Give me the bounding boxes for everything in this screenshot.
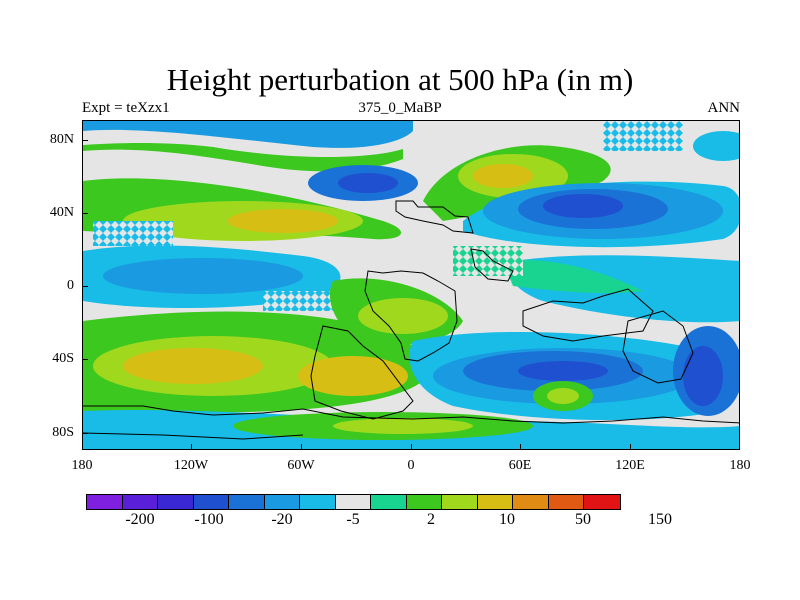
- xtick-label: 60W: [287, 458, 315, 473]
- north-pacific-trough-core: [338, 173, 398, 193]
- tropical-band-west-core: [103, 258, 303, 294]
- ytick-mark: [82, 213, 88, 214]
- xtick-mark: [520, 444, 521, 450]
- xtick-label: 120E: [615, 458, 645, 473]
- colorbar-box: [442, 495, 478, 509]
- colorbar-box: [513, 495, 549, 509]
- colorbar-box: [122, 495, 158, 509]
- coastline-arabia: [470, 248, 514, 282]
- hatched-ne: [603, 121, 683, 151]
- colorbar-box: [193, 495, 229, 509]
- colorbar-box: [229, 495, 265, 509]
- xtick-mark: [301, 444, 302, 450]
- xtick-label: 120W: [173, 458, 209, 473]
- sh-band-peak: [123, 348, 263, 384]
- colorbar-box: [335, 495, 371, 509]
- season-label: ANN: [707, 100, 741, 116]
- polar-north-band: [83, 121, 413, 148]
- colorbar-box: [300, 495, 336, 509]
- ytick-mark: [82, 359, 88, 360]
- nh-ridge-peak: [228, 209, 338, 233]
- hatched-west: [93, 221, 173, 246]
- contour-map: [83, 121, 739, 449]
- coastline-indonesia: [522, 288, 654, 342]
- tropical-green-east: [503, 260, 643, 294]
- sh-yellow-patch: [547, 388, 579, 404]
- coastline-antarctica-west: [83, 432, 304, 440]
- colorbar-box: [87, 495, 123, 509]
- coastline-antarctica: [83, 405, 739, 424]
- colorbar-label: 2: [427, 511, 435, 528]
- sh-band-peak-2: [298, 356, 408, 396]
- hatched-africa: [453, 246, 523, 276]
- antarctic-yellow: [333, 418, 473, 434]
- colorbar-label: -20: [271, 511, 293, 528]
- xtick-label: 0: [407, 458, 415, 473]
- colorbar-box: [158, 495, 194, 509]
- experiment-label: Expt = teXzx1: [82, 100, 170, 116]
- colorbar-box: [548, 495, 584, 509]
- ytick-label: 0: [67, 278, 74, 293]
- coastlines: [83, 200, 739, 440]
- map-title: Height perturbation at 500 hPa (in m): [166, 62, 634, 97]
- ytick-mark: [82, 286, 88, 287]
- coastline-south-america: [310, 325, 414, 420]
- colorbar-box: [477, 495, 513, 509]
- xtick-mark: [411, 444, 412, 450]
- ytick-mark: [82, 140, 88, 141]
- southern-indian-trough-deep: [518, 361, 608, 381]
- coastline-north-africa: [395, 200, 474, 234]
- hatched-pacific: [263, 291, 333, 311]
- south-america-ridge-core: [358, 298, 448, 334]
- colorbar-label: 50: [575, 511, 591, 528]
- colorbar-label: 150: [648, 511, 672, 528]
- colorbar-box: [264, 495, 300, 509]
- colorbar-box: [406, 495, 442, 509]
- ytick-mark: [82, 433, 88, 434]
- europe-ridge-peak: [473, 164, 533, 188]
- period-label: 375_0_MaBP: [358, 100, 442, 116]
- arctic-blue-ne: [693, 131, 739, 161]
- xtick-label: 180: [71, 458, 93, 473]
- ytick-label: 40N: [49, 205, 74, 220]
- colorbar-box: [371, 495, 407, 509]
- asia-trough-deep: [543, 194, 623, 218]
- coastline-africa: [364, 270, 458, 362]
- xtick-label: 60E: [508, 458, 532, 473]
- xtick-mark: [630, 444, 631, 450]
- polar-north-green: [83, 143, 403, 172]
- xtick-label: 180: [729, 458, 751, 473]
- colorbar-label: -200: [125, 511, 155, 528]
- colorbar-box: [584, 495, 620, 509]
- coastline-australia: [622, 310, 694, 384]
- ytick-label: 80N: [49, 132, 74, 147]
- ytick-label: 80S: [52, 425, 74, 440]
- map-plot-area: [82, 120, 740, 450]
- sw-pacific-trough-core: [683, 346, 723, 406]
- colorbar-label: -100: [194, 511, 224, 528]
- colorbar-label: -5: [346, 511, 360, 528]
- xtick-mark: [191, 444, 192, 450]
- colorbar: [86, 494, 621, 510]
- colorbar-label: 10: [499, 511, 515, 528]
- ytick-label: 40S: [52, 351, 74, 366]
